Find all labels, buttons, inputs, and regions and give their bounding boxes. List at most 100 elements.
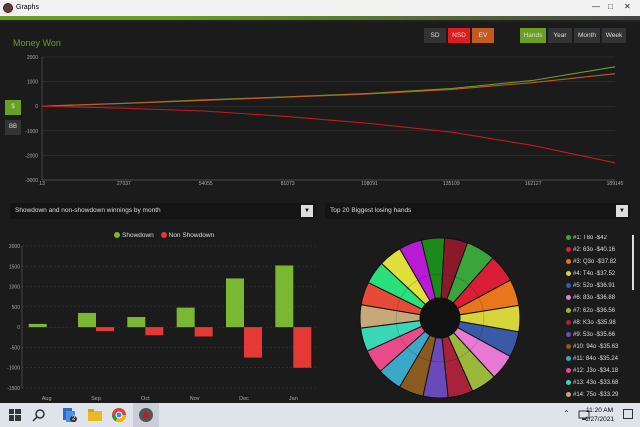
legend-dot: [566, 355, 571, 361]
clock-date: 1/27/2021: [585, 416, 614, 423]
pie-hole: [420, 298, 460, 338]
legend-dot: [566, 343, 571, 349]
y-tick-label: -1500: [7, 386, 20, 392]
legend-dot: [566, 271, 571, 277]
losing-hand-item: #9: 53o -$35.66: [566, 331, 630, 344]
losing-hands-dropdown[interactable]: Top 20 Biggest losing hands ▼: [325, 203, 630, 219]
monthly-chart-dropdown-label: Showdown and non-showdown winnings by mo…: [15, 207, 161, 214]
x-tick-label: 13: [39, 181, 45, 187]
x-tick-label: 27037: [117, 181, 131, 187]
line-series-0: [41, 66, 616, 107]
losing-hand-label: #4: T4o -$37.52: [573, 271, 616, 278]
dollar-unit-button[interactable]: $: [5, 100, 21, 115]
bb-unit-button[interactable]: BB: [5, 120, 21, 135]
losing-hand-item: #7: 62o -$36.56: [566, 307, 630, 320]
minimize-icon[interactable]: —: [592, 2, 600, 11]
accent-strip: [0, 16, 640, 22]
line-series-2: [41, 105, 616, 164]
folder-icon[interactable]: [86, 406, 104, 424]
losing-hand-label: #14: 75o -$33.29: [573, 392, 619, 399]
legend-dot: [566, 259, 571, 265]
range-month-button[interactable]: Month: [574, 28, 600, 43]
x-tick-label: Oct: [141, 396, 150, 402]
legend-dot: [566, 247, 571, 253]
losing-hand-label: #10: 94o -$35.63: [573, 343, 619, 350]
system-clock[interactable]: 11:20 AM 1/27/2021: [585, 406, 614, 424]
bar-non-showdown: [96, 327, 114, 332]
search-icon[interactable]: [30, 406, 48, 424]
losing-hand-label: #1: T8o -$42: [573, 235, 607, 242]
losing-hand-item: #11: 84o -$35.24: [566, 355, 630, 368]
losing-hand-label: #8: K3o -$35.98: [573, 319, 616, 326]
legend-dot-showdown: [114, 232, 120, 239]
legend-dot: [566, 319, 571, 325]
legend-dot: [566, 331, 571, 337]
bar-chart-legend: Showdown Non Showdown: [114, 232, 214, 239]
chevron-down-icon[interactable]: ▼: [301, 205, 313, 217]
chrome-icon[interactable]: [110, 406, 128, 424]
bar-showdown: [275, 265, 294, 328]
legend-dot: [566, 392, 571, 398]
y-tick-label: 1000: [9, 285, 20, 291]
x-tick-label: 54055: [199, 181, 213, 187]
y-tick-label: 2000: [9, 244, 20, 250]
range-hands-button[interactable]: Hands: [520, 28, 546, 43]
taskbar: 2 ⌃ 11:20 AM 1/27/2021: [0, 403, 640, 427]
x-tick-label: 162127: [525, 181, 542, 187]
monthly-chart-dropdown[interactable]: Showdown and non-showdown winnings by mo…: [10, 203, 315, 219]
x-tick-label: 135109: [443, 181, 460, 187]
bar-showdown: [176, 307, 195, 328]
y-tick-label: -500: [10, 345, 20, 351]
bar-showdown: [78, 312, 96, 328]
chevron-up-icon[interactable]: ⌃: [563, 409, 570, 418]
chevron-down-icon[interactable]: ▼: [616, 205, 628, 217]
losing-hand-label: #12: J3o -$34.18: [573, 368, 619, 375]
window-titlebar: Graphs — □ ✕: [0, 0, 640, 16]
y-tick-label: 2000: [27, 55, 38, 61]
losing-hand-label: #3: Q3o -$37.82: [573, 259, 617, 266]
x-tick-label: Sep: [91, 396, 101, 402]
legend-dot: [566, 295, 571, 301]
notifications-icon[interactable]: [623, 409, 633, 419]
x-tick-label: 108091: [361, 181, 378, 187]
losing-hand-label: #2: 63o -$40.16: [573, 247, 616, 254]
y-tick-label: -1000: [25, 129, 38, 135]
losing-hand-label: #6: 83o -$36.88: [573, 295, 616, 302]
close-icon[interactable]: ✕: [624, 2, 631, 11]
losing-hand-item: #5: 52o -$36.91: [566, 283, 630, 295]
line-series-1: [41, 73, 616, 107]
range-week-button[interactable]: Week: [602, 28, 626, 43]
legend-dot: [566, 380, 571, 386]
pie-inner-ring: [395, 273, 485, 363]
bar-non-showdown: [244, 327, 262, 358]
bar-non-showdown: [293, 327, 312, 368]
maximize-icon[interactable]: □: [608, 2, 613, 11]
losing-hand-item: #4: T4o -$37.52: [566, 271, 630, 283]
x-tick-label: Aug: [42, 396, 52, 402]
x-tick-label: Dec: [239, 396, 249, 402]
files-badge: 2: [70, 416, 78, 422]
network-icon[interactable]: [578, 409, 590, 421]
windows-start-icon[interactable]: [6, 406, 24, 424]
losing-hand-label: #11: 84o -$35.24: [573, 356, 618, 363]
y-tick-label: 0: [35, 104, 38, 110]
y-tick-label: -1000: [7, 366, 20, 372]
list-scrollbar[interactable]: [632, 235, 634, 290]
bar-showdown: [28, 323, 47, 328]
legend-dot: [566, 235, 571, 240]
legend-showdown: Showdown: [122, 232, 154, 239]
filter-sd-button[interactable]: SD: [424, 28, 446, 43]
y-tick-label: -3000: [25, 178, 38, 184]
window-title: Graphs: [16, 4, 39, 11]
filter-ev-button[interactable]: EV: [472, 28, 494, 43]
poker-app-icon[interactable]: [137, 406, 155, 424]
x-tick-label: Nov: [190, 396, 200, 402]
range-year-button[interactable]: Year: [548, 28, 572, 43]
filter-nsd-button[interactable]: NSD: [448, 28, 470, 43]
losing-hand-label: #13: 43o -$33.68: [573, 380, 619, 387]
legend-dot-non-showdown: [160, 232, 167, 239]
y-tick-label: 500: [12, 305, 21, 311]
x-tick-label: 189145: [607, 181, 624, 187]
app-icon: [3, 3, 13, 13]
money-won-title: Money Won: [13, 38, 61, 48]
